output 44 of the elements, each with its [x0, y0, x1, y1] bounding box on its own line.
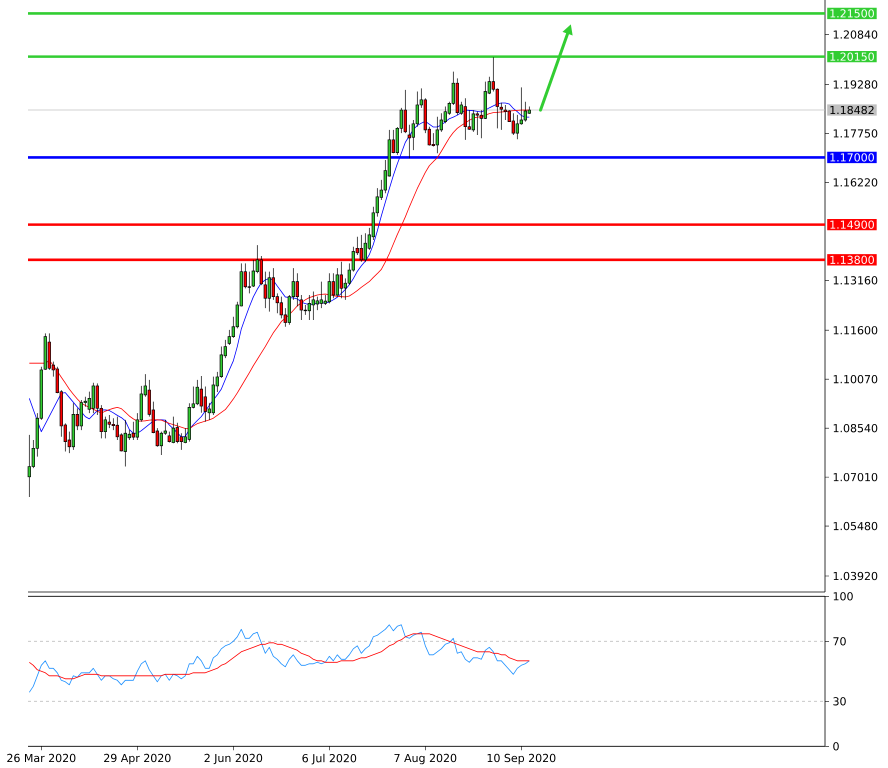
- candlestick: [404, 90, 407, 134]
- y-tick-label: 1.20840: [834, 30, 878, 39]
- candlestick: [264, 271, 267, 308]
- y-tick-label: 1.13160: [834, 276, 878, 284]
- candlestick: [80, 400, 83, 430]
- y-tick-label: 100: [834, 592, 853, 600]
- candlestick: [312, 291, 315, 320]
- y-tick-label: 1.10070: [834, 375, 878, 384]
- y-tick-label: 1.05480: [834, 522, 878, 530]
- candlestick: [44, 333, 47, 370]
- candlestick: [300, 294, 303, 320]
- ref-line-label: 1.17000: [830, 153, 874, 162]
- x-tick-label: 29 Apr 2020: [104, 754, 171, 764]
- y-tick-label: 1.16220: [834, 178, 878, 187]
- candlestick: [328, 272, 331, 304]
- x-tick-label: 10 Sep 2020: [488, 754, 556, 764]
- x-tick-label: 26 Mar 2020: [7, 754, 76, 762]
- y-tick-label: 1.11600: [834, 326, 878, 334]
- candlestick: [72, 402, 75, 450]
- y-tick-label: 1.08540: [834, 424, 878, 432]
- candlestick: [92, 382, 95, 414]
- candlestick: [308, 294, 311, 320]
- x-tick-label: 6 Jul 2020: [302, 754, 356, 764]
- y-tick-label: 1.07010: [834, 472, 878, 482]
- candlestick: [472, 110, 475, 132]
- x-tick-label: 7 Aug 2020: [394, 754, 456, 764]
- y-tick-label: 1.03920: [834, 572, 878, 580]
- y-tick-label: 1.19280: [834, 80, 878, 89]
- ref-line-label: 1.20150: [830, 52, 874, 61]
- ref-line-label: 1.14900: [830, 220, 874, 229]
- y-tick-label: 70: [833, 637, 846, 646]
- ref-line-label: 1.18482: [830, 106, 874, 114]
- candlestick: [28, 434, 31, 498]
- ref-line-label: 1.13800: [830, 256, 874, 264]
- candlestick: [512, 112, 515, 136]
- x-tick-label: 2 Jun 2020: [204, 754, 262, 764]
- candlestick: [436, 116, 439, 154]
- candlestick: [124, 419, 127, 467]
- y-tick-label: 0: [833, 742, 839, 750]
- ref-line-label: 1.21500: [830, 9, 874, 18]
- candlestick: [172, 416, 175, 444]
- y-tick-label: 30: [833, 697, 846, 706]
- y-tick-label: 1.17750: [834, 129, 878, 138]
- candlestick: [268, 271, 271, 312]
